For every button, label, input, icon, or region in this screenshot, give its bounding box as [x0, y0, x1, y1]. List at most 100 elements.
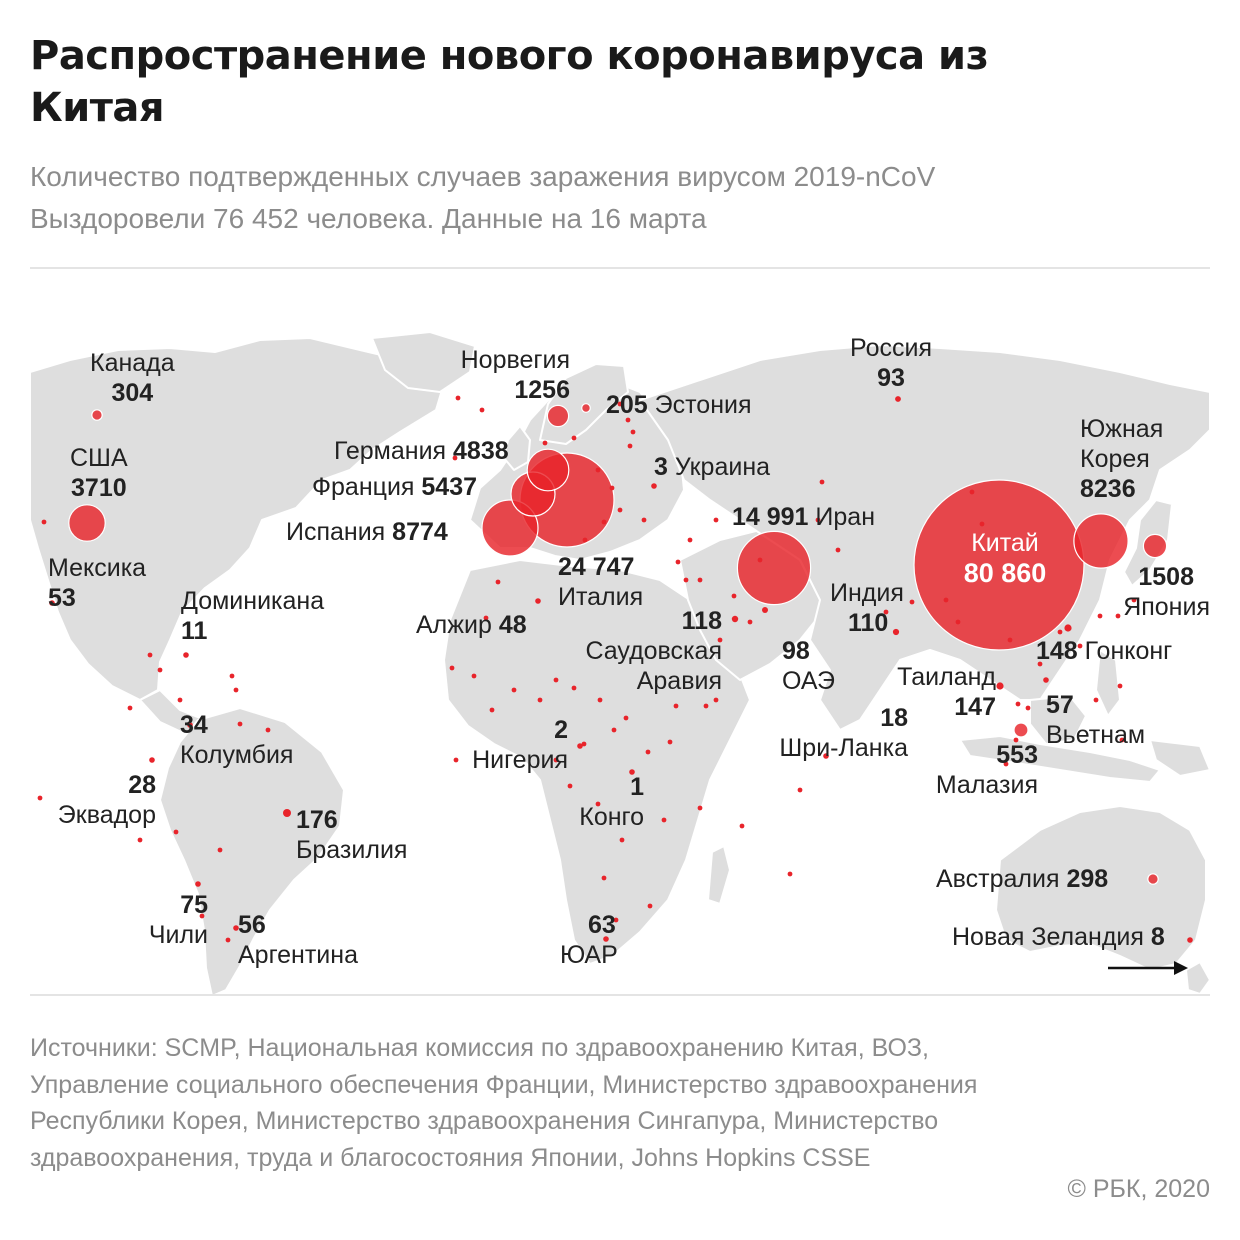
- label-iran-name: Иран: [815, 503, 876, 531]
- label-australia: Австралия 298: [936, 864, 1108, 894]
- label-italy-value: 24 747: [558, 553, 635, 581]
- australia-shape: [995, 805, 1207, 971]
- minor-case-dot: [955, 619, 961, 625]
- label-australia-value: 298: [1066, 865, 1109, 893]
- label-thailand-name: Таиланд: [897, 663, 996, 691]
- minor-case-dot: [703, 703, 709, 709]
- label-vietnam: 57 Вьетнам: [1046, 690, 1145, 750]
- minor-case-dot: [675, 559, 681, 565]
- label-malaysia-name: Малазия: [935, 771, 1038, 799]
- label-ecuador: 28 Эквадор: [40, 770, 156, 830]
- minor-case-dot: [41, 519, 47, 525]
- minor-case-dot: [1119, 737, 1125, 743]
- label-malaysia-value: 553: [996, 741, 1038, 769]
- label-algeria: Алжир 48: [416, 610, 527, 640]
- bubble-эквадор: [149, 757, 155, 763]
- bubble-конго: [629, 769, 635, 775]
- bubble-шри-ланка: [823, 753, 829, 759]
- minor-case-dot: [137, 837, 143, 843]
- label-italy: 24 747 Италия: [558, 552, 643, 612]
- label-congo: 1 Конго: [560, 772, 644, 832]
- minor-case-dot: [617, 401, 623, 407]
- bubble-малазия: [1013, 722, 1029, 738]
- label-vietnam-name: Вьетнам: [1046, 721, 1146, 749]
- label-india: Индия 110: [830, 578, 904, 638]
- minor-case-dot: [471, 673, 477, 679]
- label-newzealand: Новая Зеландия 8: [952, 922, 1165, 952]
- minor-case-dot: [739, 823, 745, 829]
- minor-case-dot: [1077, 643, 1083, 649]
- bubble-гонконг: [1064, 624, 1072, 632]
- minor-case-dot: [495, 579, 501, 585]
- minor-case-dot: [667, 739, 673, 745]
- bubble-индия: [892, 628, 900, 636]
- label-chile-value: 75: [180, 891, 208, 919]
- label-spain-value: 8774: [392, 518, 448, 546]
- label-korea-value: 8236: [1080, 475, 1136, 503]
- label-iran-value: 14 991: [732, 503, 809, 531]
- label-saudi-value: 118: [681, 607, 722, 635]
- subtitle-line-2: Выздоровели 76 452 человека. Данные на 1…: [30, 203, 707, 234]
- minor-case-dot: [1117, 683, 1123, 689]
- label-thailand: Таиланд 147: [880, 662, 996, 722]
- bubble-россия: [895, 396, 901, 402]
- minor-case-dot: [1037, 661, 1043, 667]
- label-china-name: Китай: [971, 529, 1039, 557]
- label-chile-name: Чили: [148, 921, 208, 949]
- bubble-аргентина: [233, 925, 239, 931]
- minor-case-dot: [1025, 705, 1031, 711]
- sources-note: Источники: SCMP, Национальная комиссия п…: [30, 1034, 978, 1172]
- minor-case-dot: [37, 795, 43, 801]
- south-america-shape: [159, 707, 345, 997]
- label-sar: 63 ЮАР: [560, 910, 618, 970]
- label-argentina-name: Аргентина: [238, 941, 358, 969]
- minor-case-dot: [542, 440, 548, 446]
- minor-case-dot: [1003, 761, 1009, 767]
- bubble-китай: [913, 479, 1085, 651]
- label-hongkong: 148 Гонконг: [1036, 636, 1172, 666]
- subtitle-line-1: Количество подтвержденных случаев зараже…: [30, 161, 936, 192]
- minor-case-dot: [147, 652, 153, 658]
- label-india-value: 110: [848, 609, 889, 637]
- label-argentina-value: 56: [238, 911, 266, 939]
- label-canada: Канада 304: [90, 348, 175, 408]
- label-brazil: 176 Бразилия: [296, 805, 407, 865]
- bubble-layer: [49, 396, 1193, 943]
- bubble-таиланд: [996, 682, 1004, 690]
- minor-case-dot: [625, 417, 631, 423]
- label-germany: Германия 4838: [334, 436, 509, 466]
- label-china-value: 80 860: [963, 558, 1047, 588]
- label-australia-name: Австралия: [936, 865, 1060, 893]
- minor-case-dot: [217, 847, 223, 853]
- minor-case-dot: [819, 479, 825, 485]
- minor-case-dot: [483, 615, 489, 621]
- minor-case-dot: [617, 507, 623, 513]
- minor-case-dot: [233, 687, 239, 693]
- top-divider: [30, 267, 1210, 269]
- label-germany-name: Германия: [334, 437, 447, 465]
- africa-shape: [443, 559, 751, 965]
- label-dominicana-name: Доминикана: [181, 587, 325, 615]
- minor-case-dot: [661, 817, 667, 823]
- bubble-оаэ: [762, 607, 768, 613]
- minor-case-dot: [597, 697, 603, 703]
- minor-case-dot: [455, 395, 461, 401]
- bubble-канада: [91, 409, 103, 421]
- label-newzealand-value: 8: [1150, 923, 1165, 951]
- minor-case-dot: [229, 673, 235, 679]
- label-ukraine: 3 Украина: [654, 452, 770, 482]
- minor-case-dot: [173, 829, 179, 835]
- minor-case-dot: [835, 547, 841, 553]
- minor-case-dot: [613, 917, 619, 923]
- bubble-япония: [1142, 533, 1168, 559]
- minor-case-dot: [571, 685, 577, 691]
- bubble-мексика: [49, 600, 55, 606]
- label-ukraine-name: Украина: [674, 453, 771, 481]
- minor-case-dot: [452, 455, 458, 461]
- minor-case-dot: [687, 537, 693, 543]
- page-title: Распространение нового коронавируса из К…: [30, 33, 989, 131]
- minor-case-dot: [713, 517, 719, 523]
- philippines-shape: [1095, 649, 1121, 717]
- label-hongkong-value: 148: [1036, 637, 1078, 665]
- subtitle: Количество подтвержденных случаев зараже…: [30, 156, 1210, 240]
